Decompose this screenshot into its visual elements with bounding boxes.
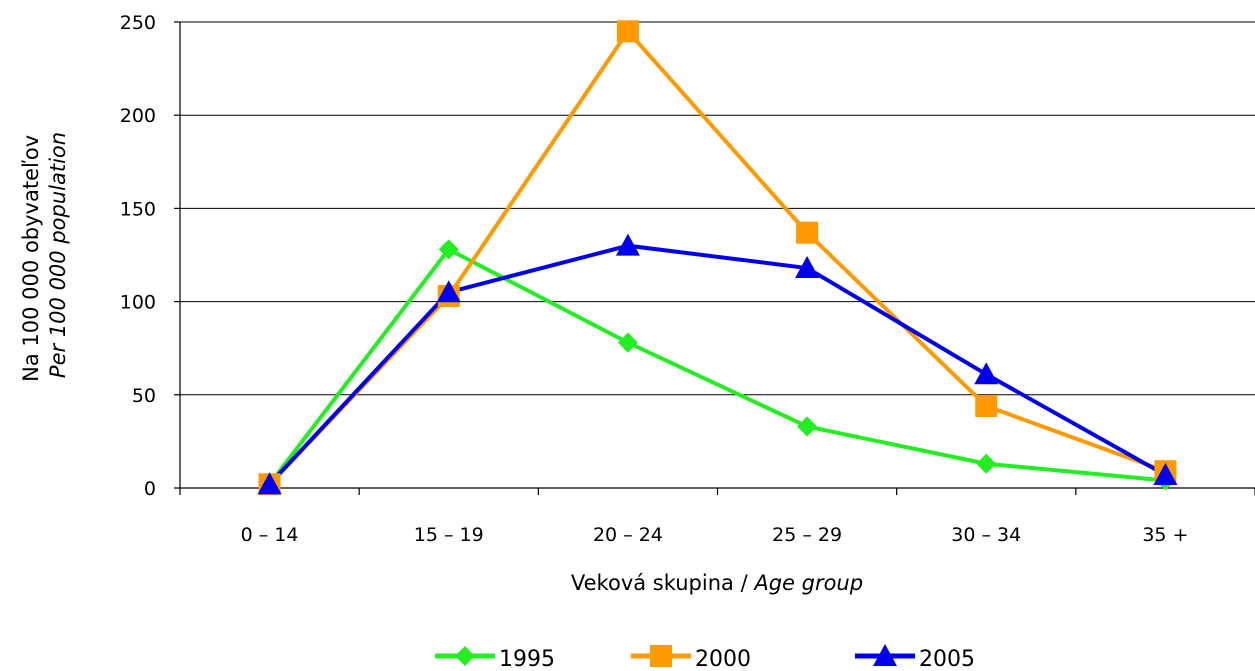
y-tick-label: 50 (132, 385, 156, 407)
y-tick-label: 0 (144, 478, 156, 500)
y-axis-title-line1: Na 100 000 obyvateľov (19, 135, 43, 382)
x-axis-title-main: Veková skupina / (571, 571, 754, 595)
y-tick-label: 150 (120, 198, 156, 220)
y-tick-label: 100 (120, 292, 156, 314)
data-point-1995 (617, 332, 638, 353)
x-tick-label: 35 + (1142, 524, 1188, 546)
x-tick-labels: 0 – 14 15 – 19 20 – 24 25 – 29 30 – 34 35 + (241, 524, 1189, 546)
x-axis-title: Veková skupina / Age group (571, 571, 863, 595)
data-point-1995 (438, 239, 459, 260)
series-line-2005 (268, 243, 1167, 486)
legend-item-1995: 1995 (435, 646, 555, 671)
series-line-2000 (268, 29, 1167, 486)
x-axis-title-italic: Age group (752, 571, 863, 595)
series-line-1995 (267, 247, 1166, 486)
axes (179, 22, 1255, 489)
data-point-2005 (974, 362, 999, 385)
legend-marker-2000 (650, 645, 672, 667)
legend-marker-1995 (455, 646, 475, 666)
legend-item-2000: 2000 (631, 645, 751, 671)
y-tick-label: 250 (120, 12, 156, 34)
data-point-2005 (257, 472, 282, 495)
legend: 1995 2000 2005 (435, 644, 975, 671)
x-tick-label: 20 – 24 (593, 524, 663, 546)
data-point-1995 (797, 416, 818, 437)
data-point-2005 (1153, 462, 1178, 485)
series-2000 (268, 29, 1167, 486)
y-tick-label: 200 (120, 105, 156, 127)
data-point-2005 (436, 280, 461, 303)
y-axis-title: Na 100 000 obyvateľov Per 100 000 popula… (19, 128, 70, 382)
series-layer (257, 20, 1178, 496)
series-1995 (267, 247, 1166, 486)
y-axis-title-line2: Per 100 000 population (46, 132, 70, 378)
data-point-1995 (976, 453, 997, 474)
x-tick-label: 25 – 29 (772, 524, 842, 546)
gridlines (174, 21, 1255, 495)
data-point-2000 (796, 221, 819, 244)
legend-label: 1995 (499, 647, 555, 671)
data-point-2000 (975, 394, 998, 417)
series-2005 (268, 243, 1167, 486)
x-tick-label: 30 – 34 (951, 524, 1021, 546)
legend-marker-2005 (873, 644, 897, 666)
x-tick-label: 0 – 14 (241, 524, 299, 546)
legend-label: 2000 (695, 647, 751, 671)
legend-item-2005: 2005 (855, 644, 975, 671)
x-tick-label: 15 – 19 (414, 524, 484, 546)
data-point-2005 (795, 256, 820, 279)
y-tick-labels: 0 50 100 150 200 250 (120, 12, 156, 500)
data-point-2000 (616, 20, 639, 43)
data-point-2005 (615, 233, 640, 256)
series-markers-2005 (257, 233, 1178, 495)
series-markers-1995 (259, 239, 1176, 495)
legend-label: 2005 (919, 647, 975, 671)
